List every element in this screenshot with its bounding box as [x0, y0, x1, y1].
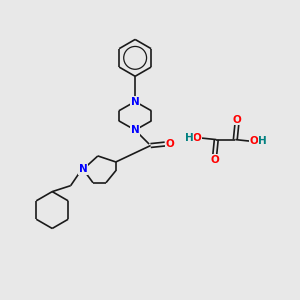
Text: H: H — [184, 133, 193, 143]
Text: O: O — [232, 115, 241, 125]
Text: N: N — [79, 164, 88, 174]
Text: O: O — [166, 139, 175, 149]
Text: O: O — [250, 136, 259, 146]
Text: N: N — [131, 125, 140, 135]
Text: O: O — [210, 154, 219, 164]
Text: O: O — [193, 133, 202, 143]
Text: N: N — [131, 97, 140, 106]
Text: H: H — [258, 136, 267, 146]
